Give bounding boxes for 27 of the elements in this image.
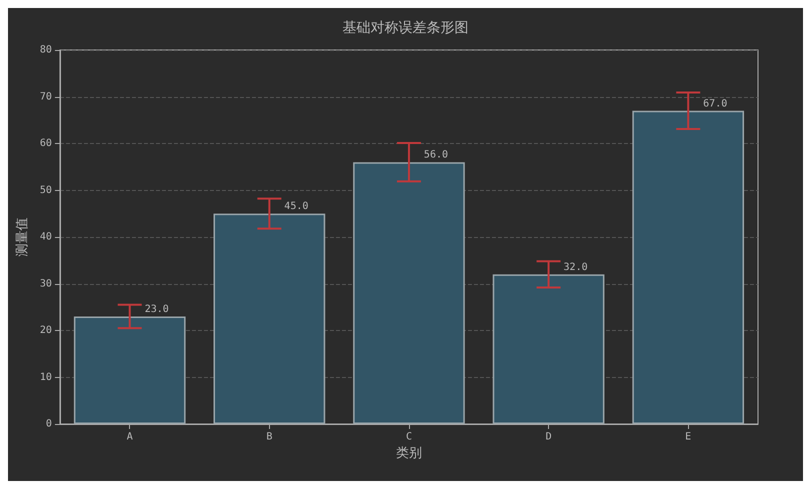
data-label: 45.0 <box>284 201 308 212</box>
bar <box>353 162 465 424</box>
data-label: 56.0 <box>424 150 448 161</box>
x-tick-label: D <box>546 432 552 442</box>
y-tick-label: 60 <box>40 138 52 149</box>
x-axis-title: 类别 <box>396 446 422 461</box>
chart-title: 基础对称误差条形图 <box>342 20 468 36</box>
x-tick-label: B <box>266 432 272 442</box>
bar <box>492 274 604 424</box>
x-tick-label: C <box>406 432 412 442</box>
y-tick-label: 20 <box>40 325 52 336</box>
data-label: 67.0 <box>703 98 728 110</box>
bar <box>214 214 326 424</box>
y-tick-label: 0 <box>46 418 52 430</box>
y-axis-title: 测量值 <box>15 218 30 256</box>
y-tick-label: 80 <box>40 44 52 56</box>
x-tick-label: E <box>685 432 692 442</box>
bar <box>632 110 744 424</box>
bar <box>74 316 186 424</box>
y-tick-label: 50 <box>40 184 52 196</box>
y-tick-label: 30 <box>40 278 52 290</box>
x-tick-label: A <box>126 432 133 442</box>
data-label: 23.0 <box>144 304 169 315</box>
y-tick-label: 70 <box>40 91 52 102</box>
data-label: 32.0 <box>564 262 588 273</box>
y-tick-label: 10 <box>40 372 52 383</box>
y-tick-label: 40 <box>40 232 52 242</box>
